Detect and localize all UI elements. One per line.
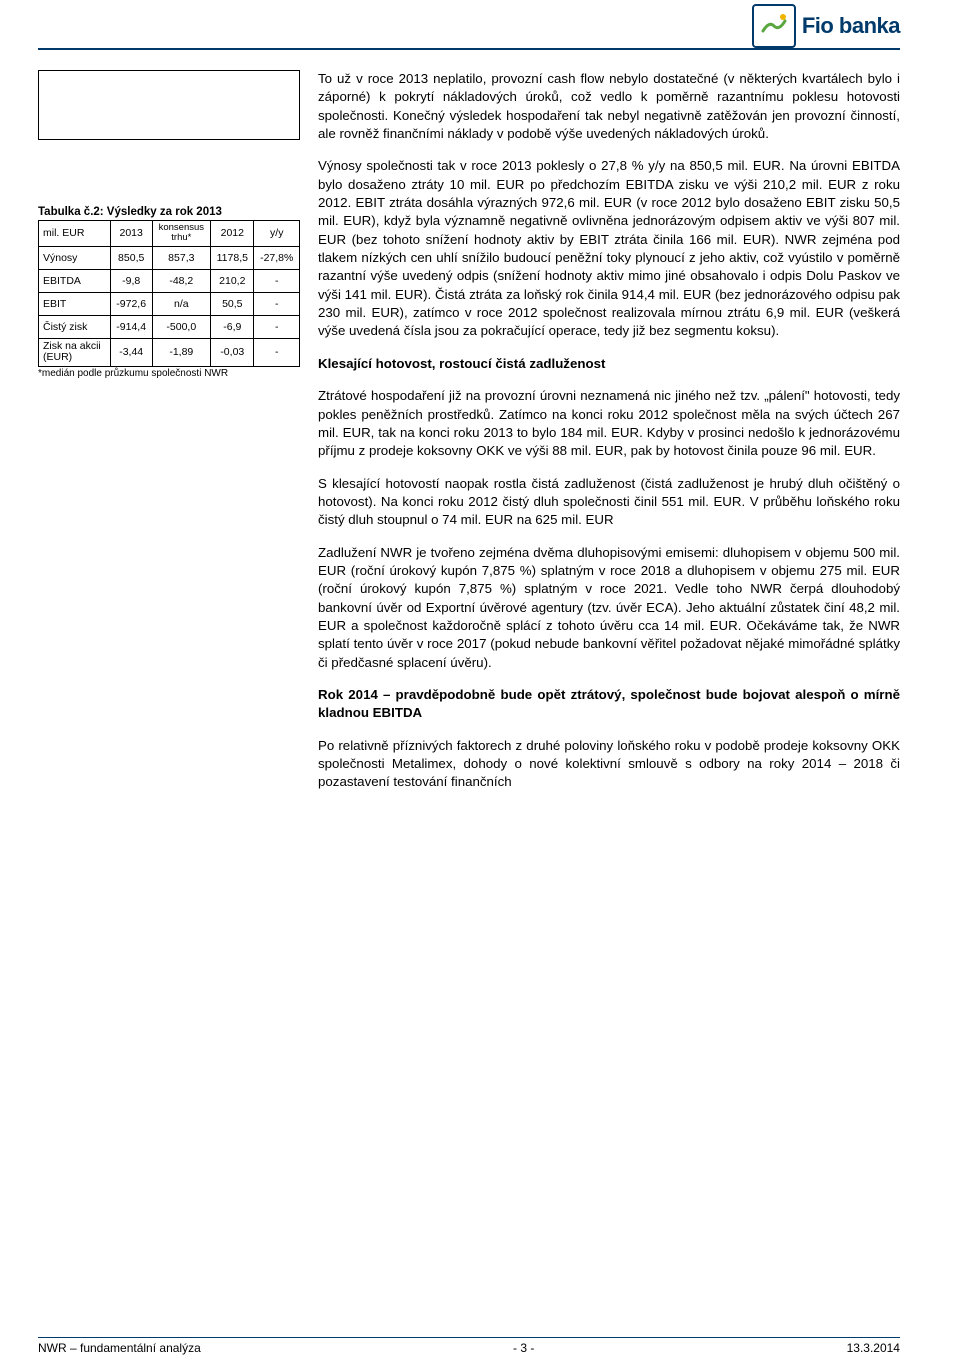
paragraph: Zadlužení NWR je tvořeno zejména dvěma d… [318,544,900,672]
table-cell: Čistý zisk [39,315,111,338]
table-cell: -500,0 [152,315,211,338]
section-heading: Klesající hotovost, rostoucí čistá zadlu… [318,355,900,373]
table-cell: -0,03 [211,338,254,366]
brand-name: Fio banka [802,13,900,39]
brand-logo: Fio banka [752,4,900,48]
table-row: Čistý zisk-914,4-500,0-6,9- [39,315,300,338]
table-cell: 857,3 [152,246,211,269]
table-cell: -27,8% [254,246,300,269]
table-cell: - [254,338,300,366]
table-footnote: *medián podle průzkumu společnosti NWR [38,368,300,379]
paragraph: Po relativně příznivých faktorech z druh… [318,737,900,792]
body-text: To už v roce 2013 neplatilo, provozní ca… [318,70,900,806]
results-table: Tabulka č.2: Výsledky za rok 2013 mil. E… [38,206,300,379]
table-cell: Výnosy [39,246,111,269]
table-cell: EBIT [39,292,111,315]
table-cell: EBITDA [39,269,111,292]
table-header-cell: 2013 [110,221,152,247]
footer-left: NWR – fundamentální analýza [38,1341,201,1355]
footer-page: - 3 - [513,1341,534,1355]
paragraph: Výnosy společnosti tak v roce 2013 pokle… [318,157,900,340]
paragraph: S klesající hotovostí naopak rostla čist… [318,475,900,530]
paragraph: To už v roce 2013 neplatilo, provozní ca… [318,70,900,143]
table-header-cell: konsensustrhu* [152,221,211,247]
table-cell: -1,89 [152,338,211,366]
header-rule [38,48,900,50]
page-footer: NWR – fundamentální analýza - 3 - 13.3.2… [38,1337,900,1355]
fio-logo-icon [752,4,796,48]
table-cell: - [254,269,300,292]
table-cell: -972,6 [110,292,152,315]
table-cell: - [254,315,300,338]
table-cell: 50,5 [211,292,254,315]
table-row: EBITDA-9,8-48,2210,2- [39,269,300,292]
left-empty-frame [38,70,300,140]
table-cell: -48,2 [152,269,211,292]
table-cell: 1178,5 [211,246,254,269]
table-cell: -9,8 [110,269,152,292]
table-cell: -3,44 [110,338,152,366]
footer-date: 13.3.2014 [847,1341,900,1355]
section-heading: Rok 2014 – pravděpodobně bude opět ztrát… [318,686,900,723]
table-caption: Tabulka č.2: Výsledky za rok 2013 [38,206,300,218]
table-header-cell: y/y [254,221,300,247]
table-header-cell: 2012 [211,221,254,247]
table-header-cell: mil. EUR [39,221,111,247]
table-row: Výnosy850,5857,31178,5-27,8% [39,246,300,269]
paragraph: Ztrátové hospodaření již na provozní úro… [318,387,900,460]
table-cell: 850,5 [110,246,152,269]
table-cell: - [254,292,300,315]
table-cell: 210,2 [211,269,254,292]
table-cell: -914,4 [110,315,152,338]
table-row: Zisk na akcii(EUR)-3,44-1,89-0,03- [39,338,300,366]
table-cell: n/a [152,292,211,315]
table-cell: Zisk na akcii(EUR) [39,338,111,366]
table-row: EBIT-972,6n/a50,5- [39,292,300,315]
table-cell: -6,9 [211,315,254,338]
